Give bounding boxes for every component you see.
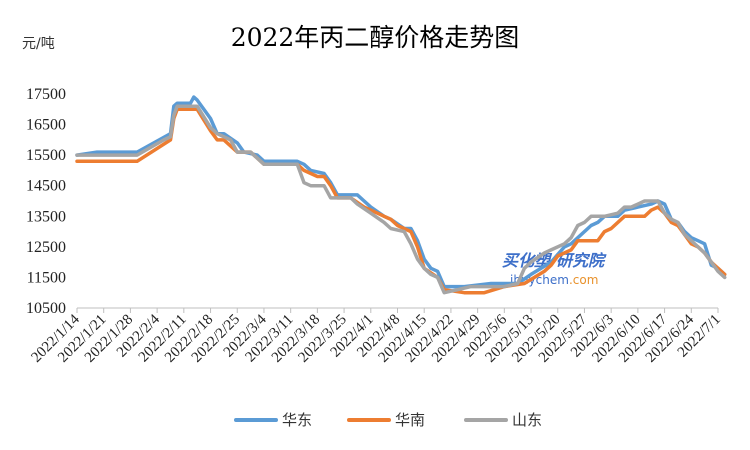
y-tick-label: 11500 <box>27 269 66 286</box>
chart-title: 2022年丙二醇价格走势图 <box>231 23 520 52</box>
legend-label: 华南 <box>395 411 425 429</box>
y-tick-label: 12500 <box>26 239 66 256</box>
watermark-url-suffix: .com <box>569 273 598 287</box>
legend-label: 华东 <box>282 411 312 429</box>
legend-label: 山东 <box>512 411 542 429</box>
legend: 华东 华南 山东 <box>234 411 542 429</box>
series-line-山东 <box>75 104 727 295</box>
y-tick-label: 10500 <box>26 300 66 317</box>
series-lines <box>75 95 727 295</box>
y-tick-label: 13500 <box>26 208 66 225</box>
series-line-华南 <box>75 107 727 295</box>
y-axis-unit-label: 元/吨 <box>22 36 55 52</box>
x-axis: 2022/1/142022/1/212022/1/282022/2/42022/… <box>28 307 724 366</box>
y-tick-label: 17500 <box>26 86 66 103</box>
y-tick-label: 15500 <box>26 147 66 164</box>
y-axis: 10500 11500 12500 13500 14500 15500 16500 17500 <box>26 86 66 317</box>
y-tick-label: 14500 <box>26 178 66 195</box>
y-tick-label: 16500 <box>26 117 66 134</box>
watermark-url: ibuychem.com <box>510 273 598 287</box>
